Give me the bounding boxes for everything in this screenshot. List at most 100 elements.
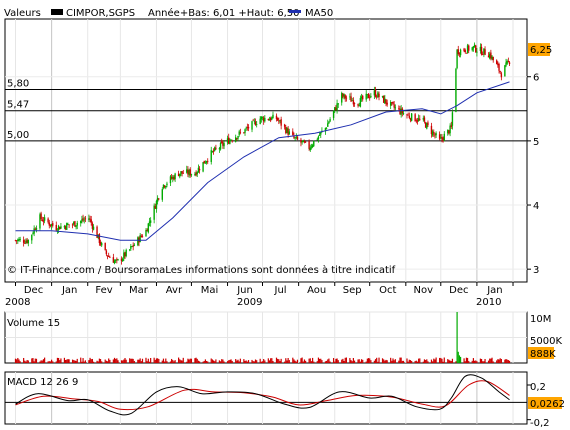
volume-bar bbox=[358, 359, 360, 363]
volume-bar bbox=[468, 361, 470, 363]
volume-bar bbox=[362, 359, 364, 363]
volume-bar bbox=[496, 360, 498, 363]
candle-body bbox=[174, 173, 176, 180]
candle-body bbox=[381, 96, 384, 97]
volume-bar bbox=[80, 357, 82, 363]
volume-bar bbox=[288, 360, 290, 363]
candle-body bbox=[353, 103, 356, 104]
volume-bar bbox=[505, 359, 507, 363]
candle-body bbox=[247, 126, 250, 129]
candle-body bbox=[318, 135, 321, 136]
candle-body bbox=[214, 147, 216, 151]
volume-bar bbox=[440, 357, 442, 363]
candle-body bbox=[125, 249, 127, 257]
month-label: Jan bbox=[486, 285, 502, 296]
candle-body bbox=[378, 93, 380, 98]
candle-body bbox=[484, 49, 486, 55]
candle-body bbox=[350, 96, 352, 102]
volume-last-tag: 888K bbox=[530, 349, 556, 360]
candle-body bbox=[254, 121, 257, 126]
volume-bar bbox=[406, 358, 408, 363]
candle-body bbox=[426, 122, 428, 129]
candle-body bbox=[419, 118, 421, 120]
volume-bar bbox=[457, 351, 459, 363]
volume-bar bbox=[300, 358, 302, 363]
volume-bar bbox=[492, 361, 494, 363]
candle-body bbox=[336, 103, 338, 111]
level-label: 5,47 bbox=[7, 100, 29, 111]
candle-body bbox=[181, 171, 183, 174]
candle-body bbox=[172, 176, 174, 179]
volume-bar bbox=[391, 360, 393, 363]
candle-body bbox=[459, 49, 462, 56]
candle-body bbox=[230, 139, 232, 141]
candle-body bbox=[221, 141, 223, 143]
candle-body bbox=[286, 128, 288, 133]
candle-body bbox=[296, 137, 299, 140]
candle-body bbox=[41, 219, 43, 222]
volume-bar bbox=[56, 357, 59, 363]
volume-bar bbox=[222, 359, 224, 363]
candle-body bbox=[66, 223, 68, 230]
candle-body bbox=[48, 222, 50, 226]
month-label: Mar bbox=[129, 285, 149, 296]
volume-bar bbox=[302, 361, 304, 363]
candle-body bbox=[443, 133, 445, 142]
candle-body bbox=[507, 60, 510, 62]
candle-body bbox=[343, 93, 345, 97]
candle-body bbox=[189, 169, 191, 176]
volume-bar bbox=[370, 360, 372, 363]
volume-bar bbox=[491, 357, 493, 363]
candle-body bbox=[235, 137, 237, 142]
volume-bar bbox=[359, 361, 361, 363]
volume-bar bbox=[376, 357, 378, 363]
volume-bar bbox=[26, 360, 28, 363]
macd-line bbox=[15, 374, 510, 416]
volume-bar bbox=[67, 359, 69, 363]
candle-body bbox=[480, 46, 483, 55]
volume-bar bbox=[174, 360, 176, 363]
volume-bar bbox=[68, 359, 70, 363]
candle-body bbox=[81, 219, 83, 221]
candle-body bbox=[373, 90, 376, 96]
volume-bar bbox=[16, 359, 18, 363]
candle-body bbox=[472, 46, 475, 49]
volume-bar bbox=[337, 360, 339, 363]
candle-body bbox=[337, 103, 339, 105]
volume-bar bbox=[381, 358, 384, 363]
volume-bar bbox=[91, 358, 93, 363]
candle-body bbox=[109, 257, 111, 258]
volume-bar bbox=[447, 359, 449, 363]
volume-bar bbox=[459, 356, 462, 363]
volume-bar bbox=[506, 359, 508, 363]
candle-body bbox=[349, 96, 351, 98]
candle-body bbox=[427, 122, 429, 126]
volume-bar bbox=[236, 360, 238, 363]
volume-bar bbox=[182, 357, 184, 363]
macd-title: MACD 12 26 9 bbox=[7, 377, 78, 388]
candle-body bbox=[367, 93, 370, 99]
volume-bar bbox=[401, 360, 403, 363]
candle-body bbox=[218, 148, 221, 150]
volume-bar bbox=[464, 361, 466, 363]
volume-bar bbox=[270, 358, 272, 363]
candle-body bbox=[447, 129, 449, 134]
candle-body bbox=[251, 121, 253, 130]
volume-bar bbox=[131, 358, 133, 363]
volume-bar bbox=[399, 357, 401, 363]
volume-bar bbox=[186, 361, 188, 363]
volume-bar bbox=[449, 360, 451, 363]
candle-body bbox=[464, 50, 466, 53]
year-label-2008: 2008 bbox=[5, 297, 30, 308]
candle-body bbox=[18, 239, 20, 241]
volume-tick-5000k: 5000K bbox=[530, 336, 562, 347]
candle-body bbox=[50, 224, 53, 226]
volume-bar bbox=[398, 360, 400, 363]
volume-bar bbox=[402, 360, 405, 363]
candle-body bbox=[471, 47, 473, 51]
candle-body bbox=[409, 118, 412, 121]
candle-body bbox=[301, 141, 303, 143]
volume-bar bbox=[81, 361, 83, 363]
candle-body bbox=[238, 131, 240, 135]
candle-body bbox=[342, 93, 344, 97]
